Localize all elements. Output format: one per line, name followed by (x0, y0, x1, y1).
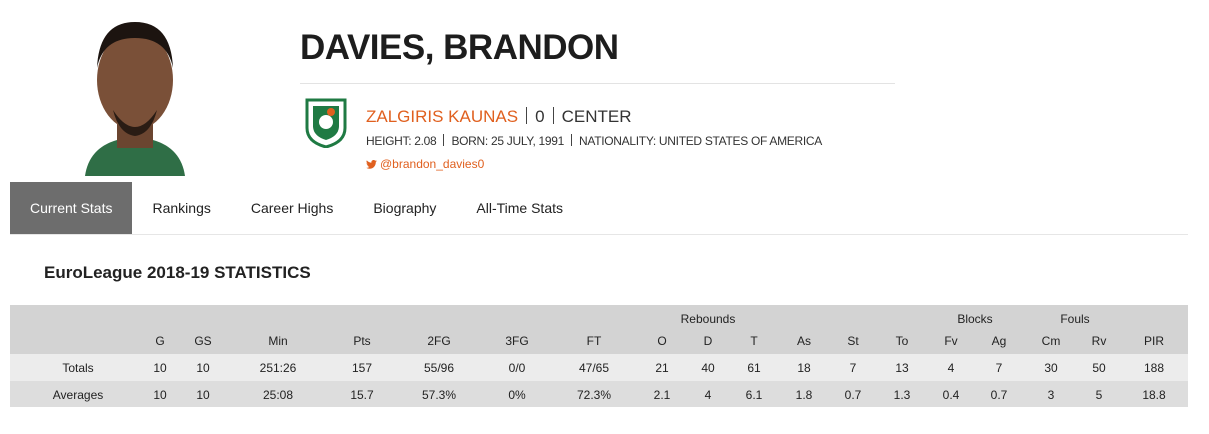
table-cell: 157 (351, 361, 373, 375)
table-cell: 0/0 (508, 361, 526, 375)
tab[interactable]: All-Time Stats (476, 200, 563, 216)
player-position: CENTER (561, 107, 632, 126)
table-cell: 251:26 (259, 361, 297, 375)
table-cell: 50 (1092, 361, 1106, 375)
column-header: As (796, 334, 812, 348)
player-photo (85, 22, 185, 176)
column-header: Fv (944, 334, 958, 348)
table-cell: 0.7 (844, 388, 862, 402)
column-header: Min (268, 334, 288, 348)
table-cell: 0.4 (942, 388, 960, 402)
table-row-bg (10, 354, 1188, 381)
column-header: Pts (353, 334, 371, 348)
column-header: Rv (1091, 334, 1107, 348)
table-cell: 21 (655, 361, 669, 375)
player-details: HEIGHT: 2.08 BORN: 25 JULY, 1991 NATIONALI… (366, 134, 822, 148)
table-cell: 15.7 (350, 388, 374, 402)
table-cell: 25:08 (262, 388, 294, 402)
table-cell: 6.1 (745, 388, 763, 402)
player-number: 0 (535, 107, 545, 126)
table-cell: 5 (1095, 388, 1103, 402)
row-label: Averages (52, 388, 104, 402)
column-header: PIR (1143, 334, 1165, 348)
table-cell: 10 (196, 388, 210, 402)
twitter-icon (366, 159, 377, 169)
height: HEIGHT: 2.08 (366, 134, 437, 148)
table-cell: 0.7 (990, 388, 1008, 402)
table-cell: 13 (895, 361, 909, 375)
column-header: D (703, 334, 713, 348)
player-name: DAVIES, BRANDON (300, 28, 619, 67)
table-cell: 10 (196, 361, 210, 375)
table-cell: 1.8 (795, 388, 813, 402)
table-cell: 55/96 (423, 361, 455, 375)
born: BORN: 25 JULY, 1991 (451, 134, 565, 148)
table-cell: 188 (1143, 361, 1165, 375)
table-cell: 2.1 (653, 388, 671, 402)
tab[interactable]: Biography (373, 200, 437, 216)
tab[interactable]: Career Highs (250, 200, 334, 216)
column-header: G (155, 334, 165, 348)
column-header: Ag (991, 334, 1007, 348)
row-label: Totals (62, 361, 94, 375)
table-cell: 4 (704, 388, 712, 402)
table-cell: 57.3% (421, 388, 457, 402)
column-header: 3FG (505, 334, 529, 348)
table-cell: 1.3 (893, 388, 911, 402)
table-cell: 7 (995, 361, 1003, 375)
team-link[interactable]: ZALGIRIS KAUNAS (366, 107, 519, 126)
table-cell: 10 (153, 388, 167, 402)
table-cell: 10 (153, 361, 167, 375)
team-line: ZALGIRIS KAUNAS 0 CENTER (366, 107, 631, 127)
tab[interactable]: Rankings (152, 200, 211, 216)
section-title: EuroLeague 2018-19 STATISTICS (44, 263, 311, 282)
twitter-link[interactable]: @brandon_davies0 (366, 157, 484, 171)
table-cell: 30 (1044, 361, 1058, 375)
tab[interactable]: Current Stats (10, 182, 133, 234)
table-cell: 3 (1047, 388, 1055, 402)
column-header: 2FG (427, 334, 451, 348)
column-header: Cm (1041, 334, 1061, 348)
column-header: FT (586, 334, 602, 348)
table-cell: 18.8 (1142, 388, 1166, 402)
table-cell: 18 (797, 361, 811, 375)
table-cell: 47/65 (578, 361, 610, 375)
nationality: NATIONALITY: UNITED STATES OF AMERICA (579, 134, 822, 148)
table-cell: 7 (849, 361, 857, 375)
group-header: Blocks (957, 312, 993, 326)
table-cell: 40 (701, 361, 715, 375)
group-header: Fouls (1060, 312, 1090, 326)
divider (300, 83, 895, 84)
table-row-bg (10, 305, 1188, 354)
column-header: GS (194, 334, 212, 348)
column-header: O (657, 334, 667, 348)
table-cell: 0% (508, 388, 526, 402)
team-logo (305, 98, 347, 148)
column-header: T (750, 334, 758, 348)
twitter-handle[interactable]: @brandon_davies0 (380, 157, 485, 171)
table-cell: 4 (947, 361, 955, 375)
column-header: St (847, 334, 859, 348)
table-row-bg (10, 381, 1188, 407)
column-header: To (895, 334, 909, 348)
tab-bar: Current Stats Rankings Career Highs Biograp… (10, 182, 1188, 235)
table-cell: 72.3% (576, 388, 612, 402)
table-cell: 61 (747, 361, 761, 375)
group-header: Rebounds (680, 312, 736, 326)
